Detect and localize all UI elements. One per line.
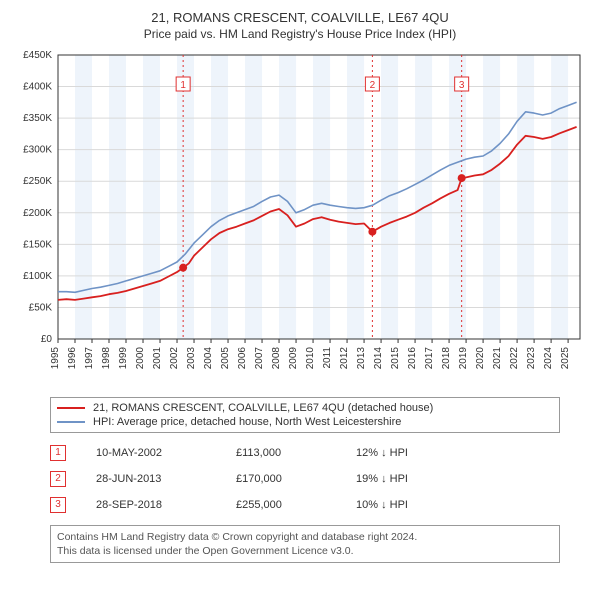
svg-text:2001: 2001 [152,347,163,370]
svg-text:2012: 2012 [339,347,350,370]
svg-text:3: 3 [459,80,465,91]
svg-text:2: 2 [370,80,376,91]
svg-text:2008: 2008 [271,347,282,370]
container: 21, ROMANS CRESCENT, COALVILLE, LE67 4QU… [0,0,600,573]
svg-text:2021: 2021 [492,347,503,370]
footnote-line: Contains HM Land Registry data © Crown c… [57,530,553,544]
transaction-date: 28-SEP-2018 [96,499,206,511]
svg-text:2016: 2016 [407,347,418,370]
svg-text:2013: 2013 [356,347,367,370]
svg-text:1998: 1998 [101,347,112,370]
svg-text:1997: 1997 [84,347,95,370]
svg-text:2025: 2025 [560,347,571,370]
svg-text:2007: 2007 [254,347,265,370]
svg-text:£300K: £300K [23,145,52,156]
transaction-date: 10-MAY-2002 [96,447,206,459]
marker-number-box: 3 [50,497,66,513]
svg-text:1995: 1995 [50,347,61,370]
transactions-table: 1 10-MAY-2002 £113,000 12% ↓ HPI 2 28-JUN-201… [50,441,560,519]
legend-row: 21, ROMANS CRESCENT, COALVILLE, LE67 4QU… [57,401,553,415]
chart: £0 £50K £100K £150K £200K £250K £300K £350K £400… [10,49,586,389]
svg-text:1999: 1999 [118,347,129,370]
chart-subtitle: Price paid vs. HM Land Registry's House … [10,27,590,41]
marker-number-box: 1 [50,445,66,461]
svg-text:£450K: £450K [23,50,52,61]
svg-text:2023: 2023 [526,347,537,370]
svg-text:2015: 2015 [390,347,401,370]
marker-number-box: 2 [50,471,66,487]
svg-text:£350K: £350K [23,113,52,124]
svg-text:2018: 2018 [441,347,452,370]
svg-text:2014: 2014 [373,347,384,370]
transaction-row: 2 28-JUN-2013 £170,000 19% ↓ HPI [50,467,560,493]
legend: 21, ROMANS CRESCENT, COALVILLE, LE67 4QU… [50,397,560,433]
transaction-price: £170,000 [236,473,326,485]
svg-text:£100K: £100K [23,271,52,282]
chart-svg: £0 £50K £100K £150K £200K £250K £300K £350K £400… [10,49,586,389]
legend-swatch [57,421,85,423]
svg-text:£50K: £50K [29,302,53,313]
transaction-delta: 19% ↓ HPI [356,473,466,485]
legend-label: 21, ROMANS CRESCENT, COALVILLE, LE67 4QU… [93,402,433,414]
svg-text:2006: 2006 [237,347,248,370]
transaction-price: £255,000 [236,499,326,511]
legend-row: HPI: Average price, detached house, Nort… [57,415,553,429]
svg-text:2017: 2017 [424,347,435,370]
transaction-delta: 12% ↓ HPI [356,447,466,459]
svg-text:£400K: £400K [23,82,52,93]
svg-text:2003: 2003 [186,347,197,370]
transaction-row: 1 10-MAY-2002 £113,000 12% ↓ HPI [50,441,560,467]
svg-text:2022: 2022 [509,347,520,370]
svg-text:1996: 1996 [67,347,78,370]
svg-text:1: 1 [180,80,186,91]
transaction-row: 3 28-SEP-2018 £255,000 10% ↓ HPI [50,493,560,519]
svg-text:£200K: £200K [23,208,52,219]
svg-text:2000: 2000 [135,347,146,370]
legend-swatch [57,407,85,409]
chart-title: 21, ROMANS CRESCENT, COALVILLE, LE67 4QU [10,10,590,25]
footnote-line: This data is licensed under the Open Gov… [57,544,553,558]
svg-text:2009: 2009 [288,347,299,370]
svg-text:£0: £0 [41,334,53,345]
svg-text:2010: 2010 [305,347,316,370]
svg-text:2002: 2002 [169,347,180,370]
transaction-delta: 10% ↓ HPI [356,499,466,511]
footnote: Contains HM Land Registry data © Crown c… [50,525,560,563]
svg-text:£150K: £150K [23,239,52,250]
transaction-price: £113,000 [236,447,326,459]
legend-label: HPI: Average price, detached house, Nort… [93,416,401,428]
svg-text:2004: 2004 [203,347,214,370]
svg-text:2005: 2005 [220,347,231,370]
svg-text:2011: 2011 [322,347,333,369]
svg-text:2024: 2024 [543,347,554,370]
svg-text:2019: 2019 [458,347,469,370]
svg-text:£250K: £250K [23,176,52,187]
svg-text:2020: 2020 [475,347,486,370]
transaction-date: 28-JUN-2013 [96,473,206,485]
